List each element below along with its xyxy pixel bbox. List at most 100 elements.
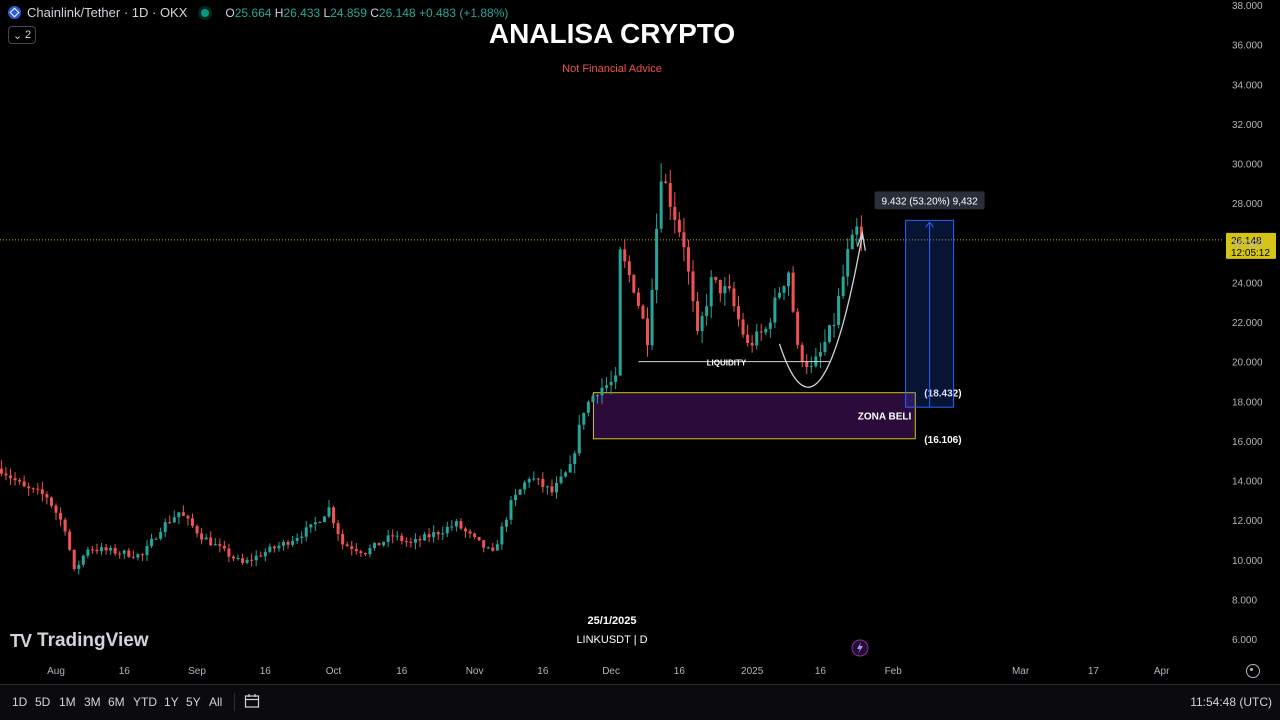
chart-header: Chainlink/Tether · 1D · OKX O25.664 H26.… [8, 5, 508, 20]
candle [482, 540, 486, 553]
candle [154, 537, 158, 540]
y-tick-label: 26.000 [1232, 239, 1263, 250]
candle-body [568, 464, 572, 473]
candle-body [746, 334, 750, 343]
candle [591, 393, 595, 403]
candle-body [86, 549, 90, 556]
candle-body [768, 322, 772, 329]
candle [473, 532, 477, 540]
candle [363, 552, 367, 556]
candle [368, 544, 372, 558]
candle [59, 507, 63, 527]
candle-body [591, 396, 595, 402]
tradingview-brand[interactable]: TV TradingView [10, 630, 149, 652]
y-tick-label: 12.000 [1232, 516, 1263, 527]
symbol-title[interactable]: Chainlink/Tether · 1D · OKX [27, 5, 188, 20]
candle [723, 276, 727, 306]
candle-body [445, 526, 449, 534]
cup-curve-arrow [778, 234, 863, 388]
candle-body [577, 424, 581, 454]
candle-body [204, 537, 208, 540]
candle-body [586, 401, 590, 413]
candle [436, 530, 440, 541]
timeframe-1y-button[interactable]: 1Y [164, 695, 179, 709]
y-tick-label: 16.000 [1232, 437, 1263, 448]
brand-name: TradingView [37, 630, 149, 651]
collapse-indicators-button[interactable]: ⌄ 2 [8, 26, 36, 44]
candle-body [668, 183, 672, 207]
candle [828, 324, 831, 344]
candle [209, 531, 213, 547]
candle-body [245, 559, 249, 563]
candle-body [54, 505, 58, 513]
y-tick-label: 36.000 [1232, 41, 1263, 52]
candle [677, 212, 681, 238]
candle-body [427, 534, 431, 538]
timeframe-3m-button[interactable]: 3M [84, 695, 101, 709]
candle-body [605, 385, 609, 388]
candle-body [436, 532, 440, 535]
ohlc-readout: O25.664 H26.433 L24.859 C26.148 +0.483 (… [225, 5, 509, 20]
candle [327, 499, 331, 519]
candle [286, 539, 290, 549]
candle [0, 460, 3, 477]
axis-settings-gear-icon[interactable] [1246, 664, 1260, 678]
candle [632, 274, 636, 294]
timeframe-all-button[interactable]: All [209, 695, 223, 709]
candle [181, 505, 185, 516]
candle [22, 475, 26, 487]
timeframe-1m-button[interactable]: 1M [59, 695, 76, 709]
candle-body [859, 226, 863, 240]
y-tick-label: 6.000 [1232, 635, 1257, 646]
candle [36, 482, 40, 495]
timeframe-ytd-button[interactable]: YTD [133, 695, 157, 709]
candle [204, 534, 208, 540]
candle-body [646, 318, 649, 346]
candle-body [100, 547, 103, 552]
candle [213, 538, 217, 546]
candle-body [846, 249, 850, 277]
event-lightning-icon [851, 639, 869, 657]
timeframe-6m-button[interactable]: 6M [108, 695, 125, 709]
candle [409, 537, 413, 548]
go-to-date-calendar-icon[interactable] [244, 693, 260, 709]
candle [104, 543, 108, 555]
candle [500, 522, 504, 550]
candle [791, 266, 795, 314]
candle-body [368, 548, 372, 555]
candle [95, 543, 99, 555]
timeframe-5y-button[interactable]: 5Y [186, 695, 201, 709]
candle [700, 311, 704, 343]
candle-body [104, 547, 108, 551]
candle [241, 553, 245, 565]
candle [404, 537, 408, 547]
timeframe-5d-button[interactable]: 5D [35, 695, 51, 709]
candle [40, 481, 44, 502]
candle [191, 513, 194, 528]
candle-body [709, 277, 713, 307]
candle [304, 520, 308, 542]
candle-body [682, 232, 686, 248]
candle-body [764, 328, 768, 333]
candle [295, 533, 299, 544]
y-tick-label: 32.000 [1232, 120, 1263, 131]
candle [354, 542, 358, 555]
timeframe-1d-button[interactable]: 1D [12, 695, 28, 709]
utc-clock[interactable]: 11:54:48 (UTC) [1190, 695, 1272, 709]
x-tick-label: Sep [188, 666, 206, 677]
candle [291, 535, 295, 547]
candle [140, 553, 144, 561]
candle [564, 470, 568, 478]
candle-body [250, 559, 254, 561]
candle-body [673, 206, 677, 220]
candle-body [564, 472, 568, 477]
candle-body [277, 545, 281, 549]
candle-body [136, 554, 140, 558]
candle-body [45, 494, 49, 498]
candle-body [686, 247, 690, 272]
candle-body [555, 482, 558, 493]
candle-body [705, 306, 709, 317]
candle-body [154, 538, 158, 540]
candle [423, 531, 427, 541]
